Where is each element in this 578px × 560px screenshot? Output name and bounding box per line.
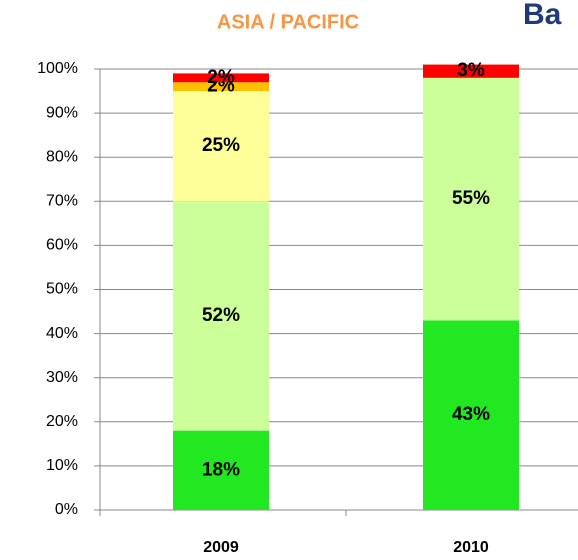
- bar-segment: [423, 64, 519, 78]
- y-tick-label: 90%: [46, 104, 78, 121]
- data-label: 25%: [202, 135, 240, 156]
- y-tick-label: 40%: [46, 325, 78, 342]
- bar-segment: [173, 91, 269, 202]
- y-tick-label: 50%: [46, 281, 78, 298]
- bar-segment: [423, 77, 519, 321]
- corner-text: Ba: [523, 0, 562, 31]
- bar-segment: [423, 320, 519, 510]
- data-label: 2%: [207, 67, 235, 88]
- data-label: 55%: [452, 188, 490, 209]
- y-tick-label: 30%: [46, 369, 78, 386]
- bar-segment: [173, 73, 269, 83]
- y-tick-label: 10%: [46, 457, 78, 474]
- data-label: 3%: [457, 60, 485, 81]
- y-tick-label: 100%: [37, 60, 78, 77]
- x-tick-label: 2009: [203, 539, 239, 556]
- bar-segment: [173, 430, 269, 510]
- y-tick-label: 60%: [46, 237, 78, 254]
- bar-segment: [173, 82, 269, 92]
- y-tick-label: 70%: [46, 193, 78, 210]
- chart-title: ASIA / PACIFIC: [217, 11, 359, 33]
- data-label: 52%: [202, 305, 240, 326]
- y-tick-label: 0%: [55, 501, 78, 518]
- bar-segment: [173, 201, 269, 431]
- y-tick-label: 80%: [46, 148, 78, 165]
- y-tick-label: 20%: [46, 413, 78, 430]
- x-tick-label: 2010: [453, 539, 489, 556]
- data-label: 43%: [452, 404, 490, 425]
- data-label: 18%: [202, 459, 240, 480]
